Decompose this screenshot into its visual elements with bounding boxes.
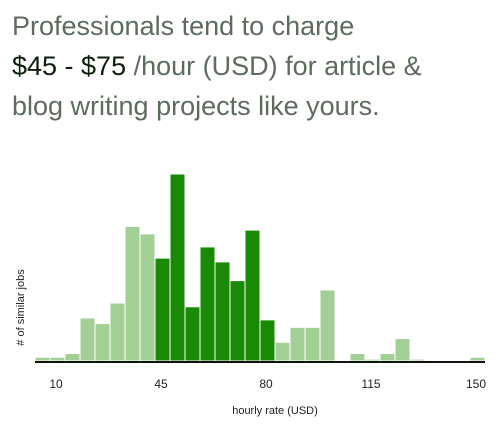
histogram-bar-24 [394,338,411,362]
y-axis-label: # of similar jobs [15,269,27,346]
histogram-bar-3 [79,317,96,362]
histogram-bar-25 [409,358,426,362]
rate-histogram: 10 45 80 115 150 # of similar jobs hourly ra… [15,173,486,417]
histogram-bar-15 [259,319,276,362]
histogram-bar-0 [34,356,51,362]
histogram-bar-14 [244,229,261,362]
histogram-bar-8 [154,257,171,362]
histogram-bar-7 [139,233,156,362]
histogram-bar-17 [289,326,306,362]
x-tick-label-2: 80 [259,377,273,391]
histogram-bar-2 [64,353,81,362]
histogram-bar-9 [169,173,186,362]
headline-line2: /hour (USD) for article & [126,51,422,81]
x-tick-label-1: 45 [154,377,168,391]
x-tick-label-4: 150 [466,377,486,391]
rate-range: $45 - $75 [12,51,127,81]
x-tick-label-0: 10 [49,377,63,391]
histogram-bar-10 [184,306,201,362]
histogram-bar-11 [199,246,216,362]
headline-line3: blog writing projects like yours. [12,91,380,121]
x-axis-ticks: 10 45 80 115 150 [49,377,486,391]
histogram-bar-12 [214,261,231,362]
histogram-bar-13 [229,280,246,362]
headline: Professionals tend to charge $45 - $75 /h… [12,6,490,126]
histogram-bar-4 [94,323,111,362]
histogram-bar-18 [304,326,321,362]
histogram-bar-23 [379,353,396,362]
x-tick-label-3: 115 [361,377,380,391]
histogram-bar-1 [49,356,66,362]
histogram-bar-21 [349,353,366,362]
histogram-bar-5 [109,302,126,362]
histogram-bar-22 [364,358,381,362]
histogram-bars [34,173,486,362]
histogram-bar-6 [124,225,141,362]
headline-line1: Professionals tend to charge [12,11,355,41]
histogram-bar-19 [319,289,336,362]
histogram-bar-16 [274,341,291,362]
x-axis-label: hourly rate (USD) [232,405,318,417]
histogram-bar-29 [469,356,486,362]
